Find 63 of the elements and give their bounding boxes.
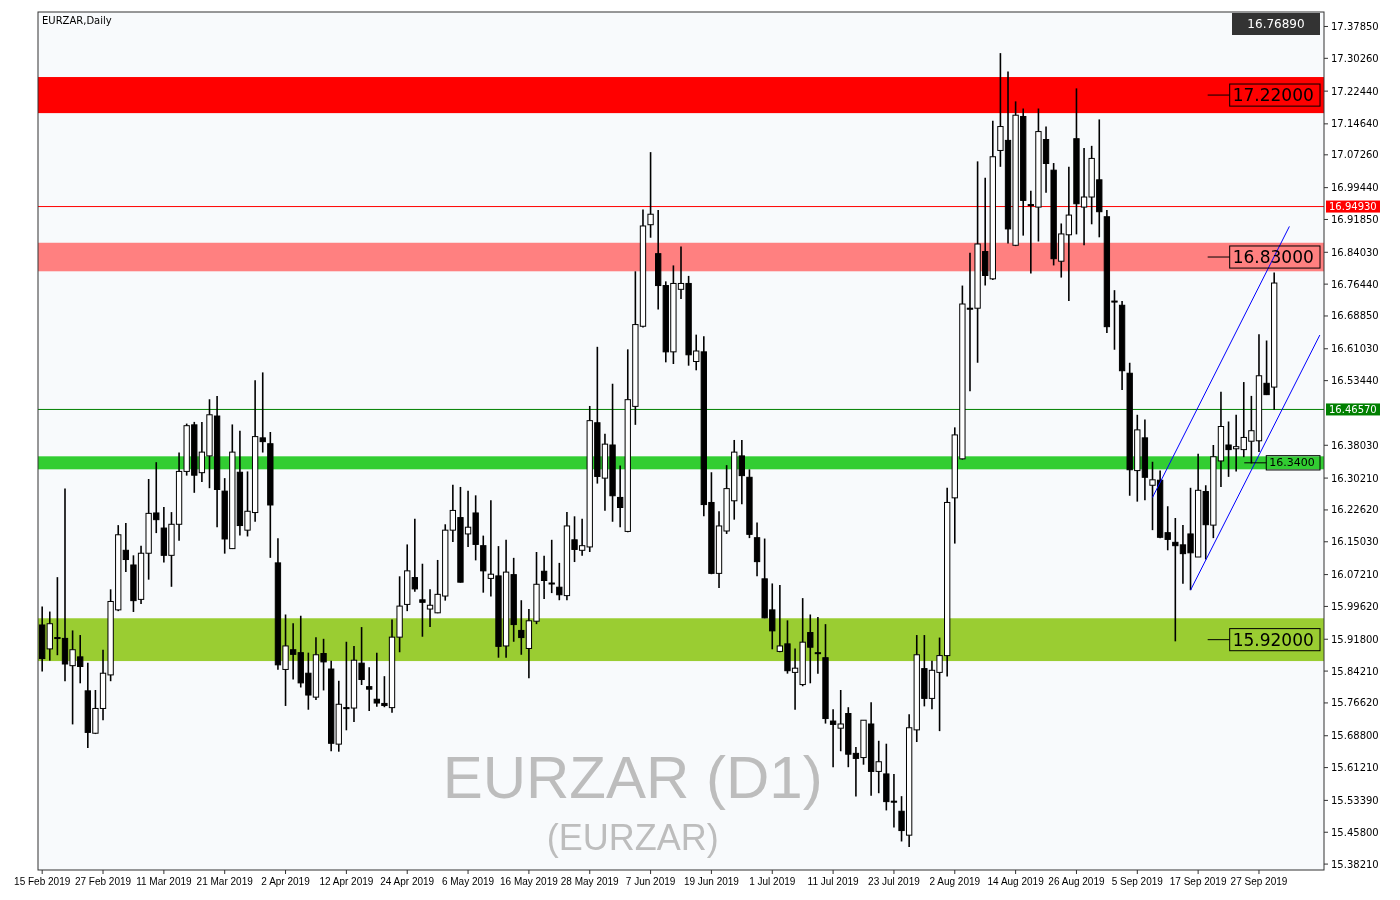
x-tick-label: 11 Mar 2019	[136, 876, 192, 887]
x-tick-label: 2 Apr 2019	[261, 876, 311, 887]
x-tick-label: 7 Jun 2019	[625, 876, 676, 887]
x-tick-label: 27 Sep 2019	[1230, 876, 1288, 887]
ref-line-label: 16.94930	[1329, 201, 1377, 213]
candlestick	[647, 151, 654, 239]
y-tick-label: 15.61210	[1331, 762, 1379, 774]
y-tick-label: 17.07260	[1331, 149, 1379, 161]
y-tick-label: 16.68850	[1331, 310, 1379, 322]
x-tick-label: 12 Apr 2019	[319, 876, 374, 887]
annotation: 16.76890	[1247, 17, 1305, 31]
x-tick-label: 2 Aug 2019	[929, 876, 981, 887]
y-tick-label: 15.45800	[1331, 826, 1379, 838]
y-tick-label: 17.37850	[1331, 20, 1379, 32]
x-tick-label: 27 Feb 2019	[74, 876, 132, 887]
x-tick-label: 6 May 2019	[441, 876, 495, 887]
band-label: 15.92000	[1232, 629, 1314, 650]
candlestick	[366, 666, 373, 712]
x-tick-label: 11 Jul 2019	[807, 876, 860, 887]
y-tick-label: 16.22620	[1331, 504, 1379, 516]
y-tick-label: 15.91800	[1331, 633, 1379, 645]
candlestick	[540, 554, 548, 600]
x-tick-label: 26 Aug 2019	[1048, 876, 1105, 887]
y-tick-label: 16.84030	[1331, 246, 1379, 258]
x-tick-label: 17 Sep 2019	[1169, 876, 1227, 887]
y-tick-label: 15.68800	[1331, 730, 1379, 742]
y-tick-label: 16.15030	[1331, 536, 1379, 548]
x-tick-label: 21 Mar 2019	[196, 876, 254, 887]
y-tick-label: 17.14640	[1331, 118, 1379, 130]
y-tick-label: 17.30260	[1331, 52, 1379, 64]
x-tick-label: 23 Jul 2019	[868, 876, 921, 887]
y-tick-label: 16.76440	[1331, 278, 1379, 290]
y-tick-label: 15.84210	[1331, 665, 1379, 677]
y-tick-label: 16.99440	[1331, 182, 1379, 194]
y-tick-label: 16.91850	[1331, 213, 1379, 225]
candlestick	[753, 521, 761, 578]
y-tick-label: 16.61030	[1331, 343, 1379, 355]
x-tick-label: 28 May 2019	[560, 876, 620, 887]
candlestick	[814, 616, 822, 675]
y-tick-label: 15.53390	[1331, 794, 1379, 806]
y-tick-label: 15.99620	[1331, 600, 1379, 612]
annotation: EURZAR (D1)	[442, 744, 823, 811]
annotation: (EURZAR)	[546, 817, 719, 858]
y-tick-label: 15.76620	[1331, 697, 1379, 709]
band-label: 16.3400	[1269, 456, 1315, 470]
y-tick-label: 16.53440	[1331, 375, 1379, 387]
y-tick-label: 15.38210	[1331, 858, 1379, 870]
candlestick	[419, 562, 426, 638]
x-tick-label: 15 Feb 2019	[14, 876, 71, 887]
candlestick	[548, 539, 555, 594]
y-tick-label: 16.38030	[1331, 439, 1379, 451]
x-tick-label: 19 Jun 2019	[683, 876, 740, 887]
chart-title: EURZAR,Daily	[42, 15, 112, 26]
band-label: 17.22000	[1232, 85, 1314, 106]
y-tick-label: 16.30210	[1331, 472, 1379, 484]
ref-line-label: 16.46570	[1329, 403, 1377, 415]
y-tick-label: 16.07210	[1331, 569, 1379, 581]
x-tick-label: 24 Apr 2019	[380, 876, 435, 887]
x-tick-label: 14 Aug 2019	[987, 876, 1045, 887]
x-tick-label: 5 Sep 2019	[1111, 876, 1164, 887]
x-tick-label: 16 May 2019	[499, 876, 559, 887]
x-tick-label: 1 Jul 2019	[749, 876, 796, 887]
y-tick-label: 17.22440	[1331, 85, 1379, 97]
